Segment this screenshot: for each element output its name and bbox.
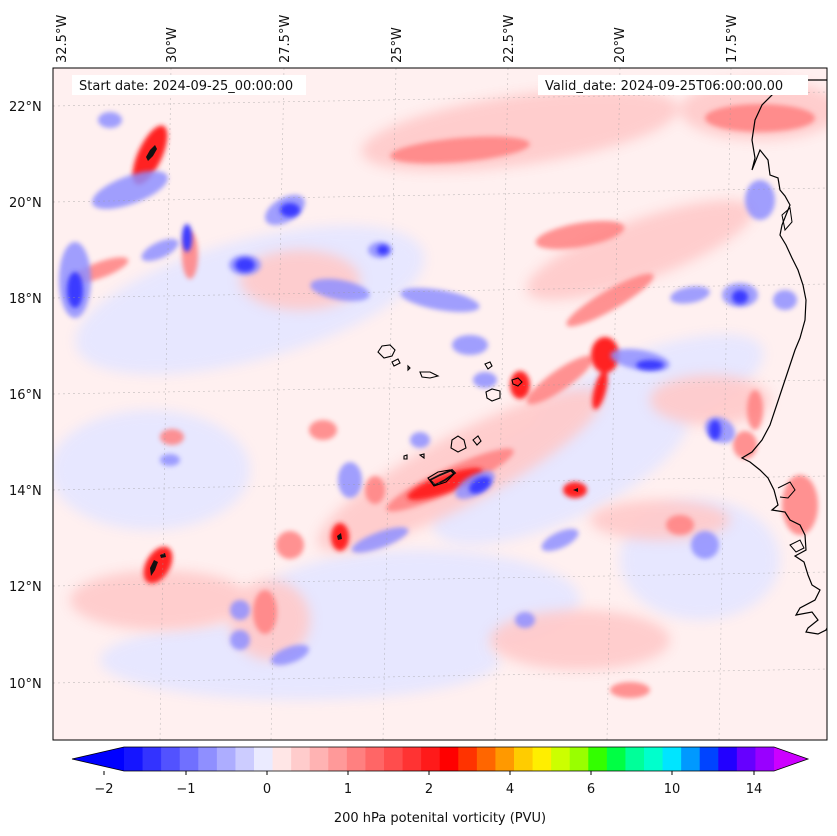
colorbar-segment [718,747,738,771]
colorbar-segment [384,747,404,771]
colorbar-segment [235,747,255,771]
valid-date-box [538,75,808,95]
lon-label: 17.5°W [725,15,740,63]
latitude-labels: 22°N 20°N 18°N 16°N 14°N 12°N 10°N [9,100,42,692]
colorbar-segment [402,747,422,771]
colorbar-segment [142,747,162,771]
colorbar-segment [198,747,218,771]
valid-date-label: Valid_date: 2024-09-25T06:00:00.00 [545,79,783,94]
lon-label: 20°W [613,27,628,63]
colorbar-title: 200 hPa potenital vorticity (PVU) [334,811,546,826]
colorbar-segment [551,747,571,771]
colorbar-segment [421,747,441,771]
africa-coastline [740,79,827,635]
colorbar-segment [346,747,366,771]
lon-label: 32.5°W [55,15,70,63]
lat-label: 16°N [9,388,42,403]
colorbar-tick-label: 1 [344,782,352,797]
lat-label: 22°N [9,100,42,115]
lon-label: 22.5°W [502,15,517,63]
colorbar-segment [439,747,459,771]
colorbar-segment [699,747,719,771]
longitude-labels: 32.5°W 30°W 27.5°W 25°W 22.5°W 20°W 17.5… [55,15,740,63]
coast-detail [777,481,796,499]
graticule [53,68,827,740]
lat-label: 12°N [9,580,42,595]
colorbar-segment [476,747,496,771]
colorbar-segment [272,747,292,771]
colorbar-segment [328,747,348,771]
start-date-label: Start date: 2024-09-25_00:00:00 [79,79,293,94]
lon-label: 25°W [390,27,405,63]
lat-label: 14°N [9,484,42,499]
colorbar-segment [495,747,515,771]
colorbar-extend-max [774,747,808,771]
colorbar-segment [309,747,329,771]
colorbar [71,746,810,775]
colorbar-segment [532,747,552,771]
colorbar-segment [736,747,756,771]
colorbar-extend-min [72,747,124,771]
colorbar-segment [365,747,385,771]
lon-label: 27.5°W [278,15,293,63]
lat-label: 20°N [9,196,42,211]
colorbar-tick-label: −2 [94,782,113,797]
colorbar-tick-label: 4 [506,782,514,797]
colorbar-segment [124,747,144,771]
pv-field [53,68,827,740]
colorbar-tick-label: 14 [746,782,763,797]
lat-label: 10°N [9,677,42,692]
colorbar-segment [458,747,478,771]
colorbar-segment [681,747,701,771]
colorbar-outline [71,746,810,772]
colorbar-tick-label: 10 [664,782,681,797]
colorbar-segment [625,747,645,771]
pv-high-contours [146,145,578,576]
colorbar-ticks: −2 −1 0 1 2 4 6 10 14 [94,782,762,797]
colorbar-segment [662,747,682,771]
colorbar-tick-label: −1 [176,782,195,797]
colorbar-segment [254,747,274,771]
colorbar-segment [569,747,589,771]
colorbar-segment [514,747,534,771]
colorbar-tick-label: 6 [587,782,595,797]
colorbar-tick-label: 0 [263,782,271,797]
colorbar-segment [644,747,664,771]
plot-frame [52,67,828,741]
lat-label: 18°N [9,292,42,307]
colorbar-segment [291,747,311,771]
colorbar-segment [161,747,181,771]
cape-verde-islands [377,344,523,487]
colorbar-tick-label: 2 [425,782,433,797]
colorbar-segment [179,747,199,771]
lon-label: 30°W [165,27,180,63]
colorbar-segment [606,747,626,771]
colorbar-segment [588,747,608,771]
start-date-box [72,75,306,95]
colorbar-segment [755,747,775,771]
colorbar-segment [216,747,236,771]
